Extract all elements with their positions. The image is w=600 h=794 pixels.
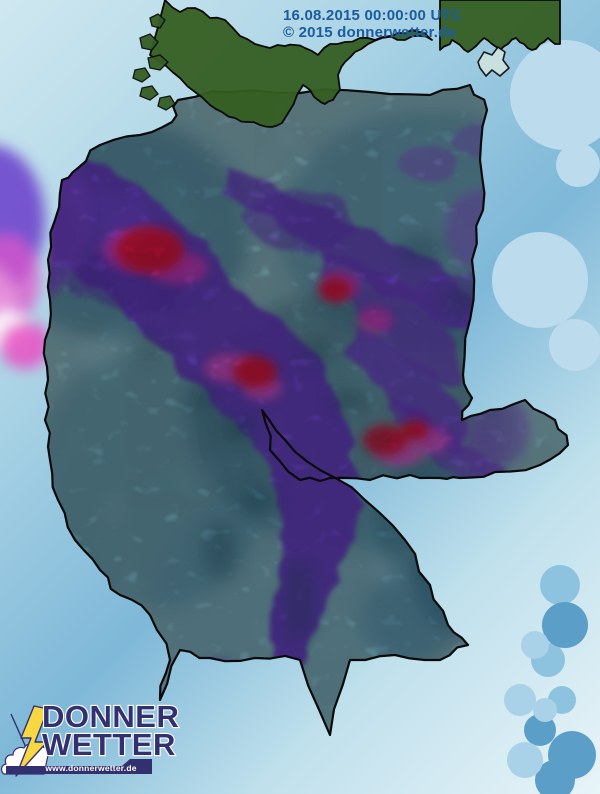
svg-text:www.donnerwetter.de: www.donnerwetter.de [44, 763, 136, 773]
